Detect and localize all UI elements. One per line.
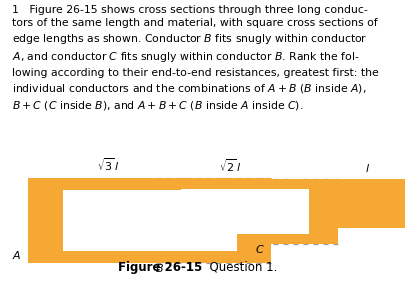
Text: $\sqrt{2}\,l$: $\sqrt{2}\,l$: [219, 157, 241, 173]
Bar: [267, 179, 405, 228]
Text: A: A: [13, 251, 20, 261]
Text: B: B: [156, 264, 164, 274]
Bar: [152, 179, 338, 244]
Text: C: C: [256, 245, 263, 255]
Text: $l$: $l$: [365, 162, 371, 173]
Text: Figure 26-15: Figure 26-15: [118, 261, 202, 274]
Bar: [28, 178, 271, 263]
Text: Question 1.: Question 1.: [202, 261, 278, 274]
Bar: [63, 191, 237, 251]
Text: $\sqrt{3}\,l$: $\sqrt{3}\,l$: [97, 156, 120, 173]
Text: 1   Figure 26-15 shows cross sections through three long conduc-
tors of the sam: 1 Figure 26-15 shows cross sections thro…: [12, 5, 379, 112]
Bar: [181, 189, 309, 234]
